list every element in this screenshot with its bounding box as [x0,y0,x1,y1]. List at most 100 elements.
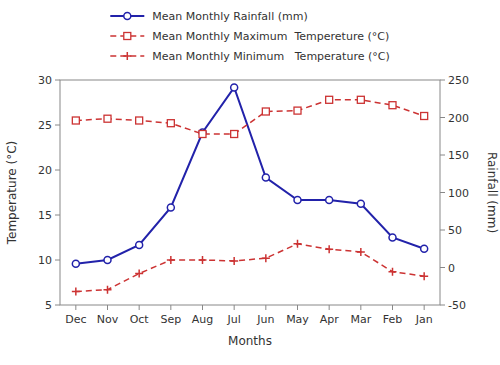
series [72,240,428,296]
marker [136,242,143,249]
y2-tick [440,117,445,118]
legend-label: Mean Monthly Minimum Temperature (°C) [152,50,389,63]
marker [72,260,79,267]
y2-tick [440,267,445,268]
x-tick-label: Nov [97,313,119,326]
x-tick-label: Feb [383,313,402,326]
marker [124,13,131,20]
y2-tick-label: 0 [448,262,455,275]
x-tick [75,305,76,310]
x-tick [234,305,235,310]
y2-tick-label: 100 [448,187,469,200]
legend-item: Mean Monthly Minimum Temperature (°C) [110,50,389,63]
marker [104,257,111,264]
marker [135,270,143,278]
x-tick [139,305,140,310]
x-tick [170,305,171,310]
marker [123,52,131,60]
x-tick [392,305,393,310]
marker [72,288,80,296]
legend-item: Mean Monthly Rainfall (mm) [110,10,307,23]
marker [357,200,364,207]
y-tick [55,305,60,306]
marker [389,268,397,276]
y-tick [55,260,60,261]
x-tick-label: Mar [350,313,371,326]
x-tick-label: Dec [65,313,86,326]
y2-tick-label: 250 [448,74,469,87]
marker [357,96,364,103]
marker [420,272,428,280]
x-tick [265,305,266,310]
line [76,88,424,264]
y2-axis-label: Rainfall (mm) [485,152,499,233]
y-tick-label: 10 [38,254,52,267]
marker [262,108,269,115]
x-tick-label: Jun [256,313,274,326]
x-tick [424,305,425,310]
y-tick [55,125,60,126]
marker [231,84,238,91]
marker [294,197,301,204]
marker [136,117,143,124]
marker [421,113,428,120]
y2-tick [440,155,445,156]
line [76,100,424,134]
y2-tick-label: -50 [448,299,466,312]
marker [326,197,333,204]
marker [357,248,365,256]
x-tick [202,305,203,310]
marker [230,257,238,265]
marker [325,245,333,253]
marker [294,107,301,114]
legend-item: Mean Monthly Maximum Tempereture (°C) [110,30,389,43]
series [72,96,427,137]
y2-tick [440,230,445,231]
y2-tick [440,192,445,193]
marker [199,131,206,138]
y-tick [55,215,60,216]
marker [294,240,302,248]
x-tick [297,305,298,310]
y-tick-label: 5 [45,299,52,312]
y-tick [55,80,60,81]
y-tick-label: 15 [38,209,52,222]
plot-frame [60,80,440,305]
y-tick-label: 20 [38,164,52,177]
line [76,244,424,292]
chart: 51015202530-50050100150200250DecNovOctSe… [0,0,500,365]
y2-tick-label: 150 [448,149,469,162]
x-tick-label: Jan [415,313,433,326]
y-axis-label: Temperature (°C) [5,141,19,246]
marker [167,120,174,127]
x-tick-label: Jul [227,313,241,326]
legend-label: Mean Monthly Maximum Tempereture (°C) [152,30,389,43]
y-tick [55,170,60,171]
x-tick-label: Aug [192,313,213,326]
y2-tick-label: 200 [448,112,469,125]
x-tick-label: Oct [130,313,150,326]
marker [167,256,175,264]
y2-tick-label: 50 [448,224,462,237]
marker [421,245,428,252]
marker [262,254,270,262]
series [72,84,427,267]
marker [326,96,333,103]
x-tick-label: May [286,313,309,326]
marker [389,234,396,241]
x-tick [360,305,361,310]
y2-tick [440,80,445,81]
y-tick-label: 25 [38,119,52,132]
plot-area [72,84,428,296]
marker [104,115,111,122]
x-tick [107,305,108,310]
marker [199,256,207,264]
marker [389,102,396,109]
x-tick-label: Apr [320,313,340,326]
y2-tick [440,305,445,306]
legend: Mean Monthly Rainfall (mm) Mean Monthly M… [110,10,389,63]
marker [72,117,79,124]
legend-label: Mean Monthly Rainfall (mm) [152,10,307,23]
marker [124,33,131,40]
x-axis-label: Months [228,334,272,348]
